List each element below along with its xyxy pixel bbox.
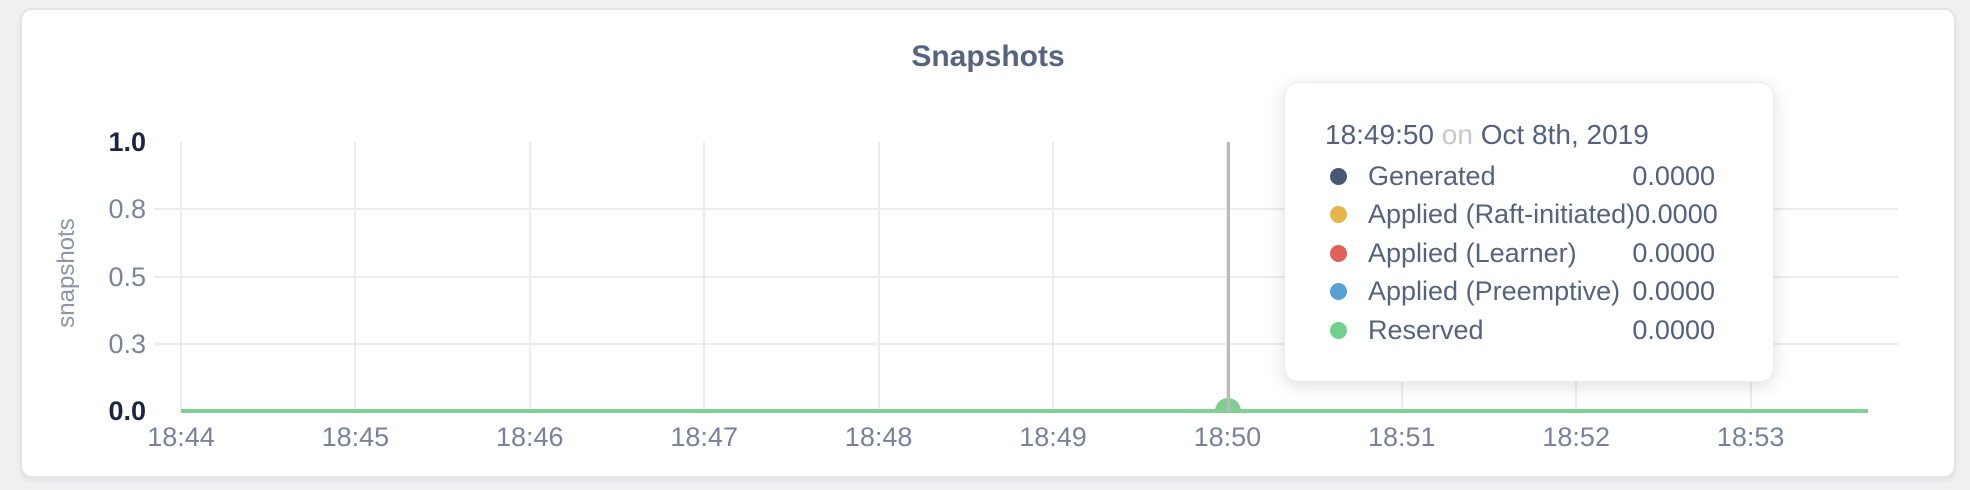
series-color-dot [1330, 321, 1347, 339]
vertical-gridline [877, 142, 880, 413]
x-tick-label: 18:46 [496, 422, 564, 452]
series-color-dot [1330, 283, 1347, 301]
tooltip-series-row: Applied (Preemptive) 0.0000 [1285, 273, 1773, 312]
chart-title: Snapshots [911, 40, 1065, 73]
x-tick-label: 18:49 [1019, 422, 1087, 452]
horizontal-gridline [154, 208, 1898, 211]
x-tick-label: 18:53 [1716, 422, 1785, 452]
y-tick-label: 0.5 [108, 261, 146, 292]
tooltip-time: 18:49:50 [1325, 119, 1434, 150]
y-tick-label: 1.0 [108, 127, 146, 157]
x-tick-label: 18:50 [1193, 422, 1262, 452]
reserved-series-line [181, 409, 1868, 413]
series-value: 0.0000 [1632, 237, 1715, 268]
tooltip-header: 18:49:50 on Oct 8th, 2019 [1325, 117, 1773, 153]
horizontal-gridline [154, 342, 1898, 345]
y-tick-label: 0.3 [108, 328, 146, 359]
x-tick-label: 18:52 [1542, 422, 1610, 452]
hover-tooltip: 18:49:50 on Oct 8th, 2019 Generated 0.000… [1284, 82, 1774, 382]
horizontal-gridline [154, 275, 1898, 278]
series-value: 0.0000 [1632, 276, 1715, 307]
series-name: Reserved [1368, 314, 1484, 345]
x-tick-label: 18:44 [147, 422, 215, 452]
x-tick-label: 18:47 [670, 422, 738, 452]
tooltip-series-row: Applied (Learner) 0.0000 [1285, 234, 1773, 273]
vertical-gridline [703, 142, 706, 413]
vertical-gridline [354, 142, 357, 413]
series-name: Applied (Learner) [1368, 237, 1577, 268]
series-color-dot [1330, 206, 1347, 224]
tooltip-date: Oct 8th, 2019 [1480, 119, 1649, 150]
series-value: 0.0000 [1635, 199, 1718, 230]
x-tick-label: 18:45 [321, 422, 390, 452]
vertical-gridline [1052, 142, 1054, 413]
series-name: Applied (Raft-initiated) [1368, 199, 1636, 230]
tooltip-series-row: Generated 0.0000 [1285, 157, 1773, 196]
tooltip-series-row: Reserved 0.0000 [1285, 311, 1773, 350]
series-name: Applied (Preemptive) [1368, 276, 1621, 307]
chart-card: Snapshots snapshots 1.0 0.8 0.5 0.3 0.0 18:4… [20, 8, 1956, 478]
tooltip-series-list: Generated 0.0000 Applied (Raft-initiated) 0… [1285, 157, 1773, 350]
hover-crosshair-line [1226, 142, 1230, 411]
series-color-dot [1330, 244, 1347, 262]
y-tick-label: 0.0 [108, 396, 146, 426]
series-value: 0.0000 [1632, 314, 1715, 345]
x-tick-label: 18:48 [844, 422, 913, 452]
series-color-dot [1330, 167, 1347, 185]
tooltip-conjunction: on [1441, 119, 1473, 150]
series-value: 0.0000 [1632, 160, 1715, 191]
vertical-gridline [180, 142, 182, 413]
series-name: Generated [1368, 160, 1496, 191]
tooltip-series-row: Applied (Raft-initiated) 0.0000 [1285, 196, 1773, 235]
x-tick-label: 18:51 [1368, 422, 1436, 452]
y-tick-label: 0.8 [108, 194, 146, 225]
vertical-gridline [528, 142, 531, 413]
